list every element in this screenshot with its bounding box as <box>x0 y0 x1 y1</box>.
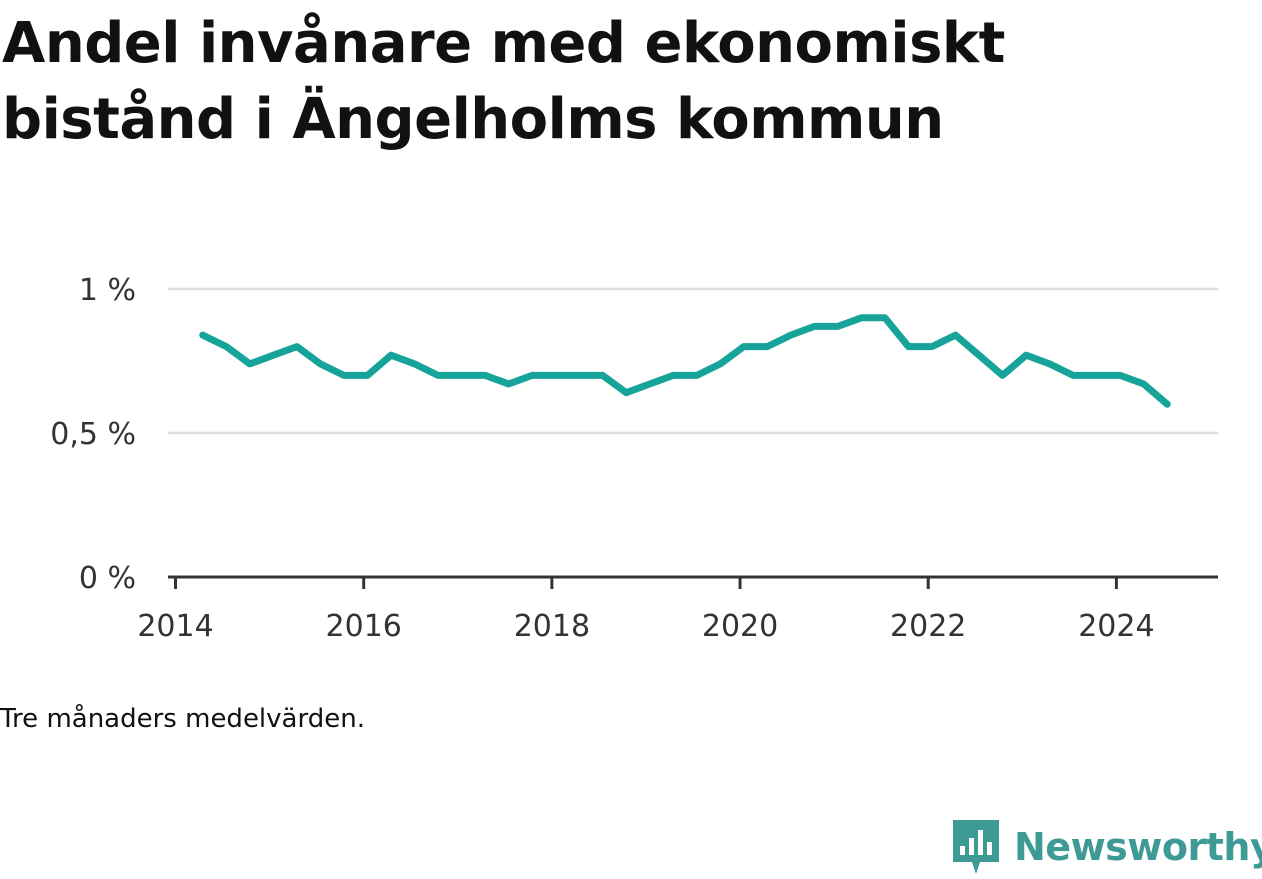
data-point-23 <box>743 346 745 348</box>
x-axis: 2014 2016 2018 2020 2022 2024 <box>137 575 1218 644</box>
data-point-40 <box>1143 383 1145 385</box>
data-point-22 <box>719 363 721 365</box>
chart-note: Tre månaders medelvärden. <box>0 704 365 734</box>
brand-name: Newsworthy <box>1014 825 1262 869</box>
series-line-0 <box>199 314 1171 408</box>
plot-area <box>199 314 1171 408</box>
data-point-24 <box>766 346 768 348</box>
data-point-5 <box>319 363 321 365</box>
x-tick-label-0: 2014 <box>137 609 213 644</box>
data-point-38 <box>1096 374 1098 376</box>
data-point-15 <box>555 374 557 376</box>
x-tick-label-4: 2022 <box>890 609 966 644</box>
y-axis-labels: 0 % 0,5 % 1 % <box>50 273 136 596</box>
newsworthy-logo-icon <box>953 820 999 874</box>
data-point-0 <box>202 334 204 336</box>
data-point-16 <box>578 374 580 376</box>
data-point-2 <box>249 363 251 365</box>
data-point-37 <box>1072 374 1074 376</box>
data-point-10 <box>437 374 439 376</box>
data-point-18 <box>625 392 627 394</box>
data-point-29 <box>884 317 886 319</box>
chart-title: Andel invånare med ekonomiskt bistånd i … <box>2 11 1005 152</box>
data-point-33 <box>978 354 980 356</box>
data-point-34 <box>1002 374 1004 376</box>
data-point-35 <box>1025 354 1027 356</box>
data-point-4 <box>296 346 298 348</box>
data-point-31 <box>931 346 933 348</box>
x-tick-label-1: 2016 <box>326 609 402 644</box>
y-tick-label-1: 0,5 % <box>50 417 136 452</box>
data-point-26 <box>813 325 815 327</box>
x-tick-label-2: 2018 <box>514 609 590 644</box>
x-tick-label-3: 2020 <box>702 609 778 644</box>
data-point-14 <box>531 374 533 376</box>
grid-lines <box>168 287 1218 435</box>
data-point-13 <box>508 383 510 385</box>
data-point-12 <box>484 374 486 376</box>
data-point-17 <box>602 374 604 376</box>
data-point-1 <box>225 346 227 348</box>
data-point-25 <box>790 334 792 336</box>
data-point-30 <box>907 346 909 348</box>
data-point-36 <box>1049 363 1051 365</box>
data-point-41 <box>1166 403 1168 405</box>
newsworthy-logo: Newsworthy <box>950 818 1262 876</box>
x-tick-label-5: 2024 <box>1078 609 1154 644</box>
data-point-20 <box>672 374 674 376</box>
data-point-9 <box>414 363 416 365</box>
data-point-21 <box>696 374 698 376</box>
y-tick-label-0: 0 % <box>79 561 136 596</box>
line-chart: 0 % 0,5 % 1 % 2014 2016 2018 2020 2022 2024 <box>50 273 1218 644</box>
data-point-27 <box>837 325 839 327</box>
data-point-6 <box>343 374 345 376</box>
y-tick-label-2: 1 % <box>79 273 136 308</box>
data-point-3 <box>272 354 274 356</box>
data-point-19 <box>649 383 651 385</box>
data-point-7 <box>366 374 368 376</box>
data-point-8 <box>390 354 392 356</box>
data-point-11 <box>461 374 463 376</box>
data-point-32 <box>955 334 956 336</box>
data-point-28 <box>860 317 862 319</box>
data-point-39 <box>1119 374 1121 376</box>
